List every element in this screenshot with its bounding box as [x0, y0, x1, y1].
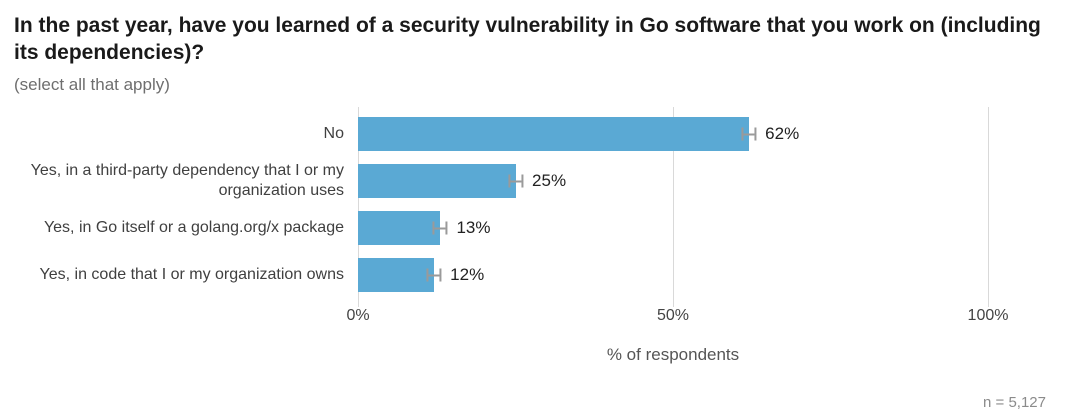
bar-track: 62%: [358, 111, 988, 158]
category-label: No: [323, 125, 344, 143]
chart-subtitle: (select all that apply): [14, 74, 170, 94]
bar: [358, 117, 749, 152]
chart-row: Yes, in a third-party dependency that I …: [0, 158, 1080, 205]
bar-track: 13%: [358, 205, 988, 252]
value-label: 13%: [456, 218, 491, 238]
bar-chart: No 62% Yes, in a third-party dependency th…: [0, 106, 1080, 307]
bar-track: 12%: [358, 252, 988, 299]
chart-title: In the past year, have you learned of a …: [14, 14, 1041, 64]
value-label: 62%: [765, 124, 800, 144]
gridline: [358, 106, 359, 307]
x-tick-label: 100%: [967, 306, 1009, 324]
category-label: Yes, in code that I or my organization o…: [39, 266, 344, 284]
error-bar: [741, 127, 757, 141]
value-label: 12%: [450, 265, 485, 285]
value-label: 25%: [532, 171, 567, 191]
chart-rows: No 62% Yes, in a third-party dependency th…: [0, 111, 1080, 299]
x-axis-ticks: 0% 50% 100%: [346, 305, 1008, 329]
category-label: Yes, in Go itself or a golang.org/x pack…: [43, 219, 344, 237]
category-label: Yes, in a third-party dependency that I …: [30, 162, 344, 200]
bar: [358, 258, 434, 293]
x-axis-label: % of respondents: [606, 344, 740, 364]
chart-row: No 62%: [0, 111, 1080, 158]
error-bar: [426, 268, 442, 282]
bar: [358, 211, 440, 246]
bar-track: 25%: [358, 158, 988, 205]
error-bar: [432, 221, 448, 235]
gridline: [673, 106, 674, 307]
x-tick-label: 0%: [346, 306, 370, 324]
chart-row: Yes, in Go itself or a golang.org/x pack…: [0, 205, 1080, 252]
gridlines: [358, 106, 989, 307]
x-tick-label: 50%: [656, 306, 690, 324]
error-bar: [507, 174, 524, 188]
bar: [358, 164, 516, 199]
sample-size-note: n = 5,127: [983, 394, 1046, 411]
gridline: [988, 106, 989, 307]
chart-row: Yes, in code that I or my organization o…: [0, 252, 1080, 299]
